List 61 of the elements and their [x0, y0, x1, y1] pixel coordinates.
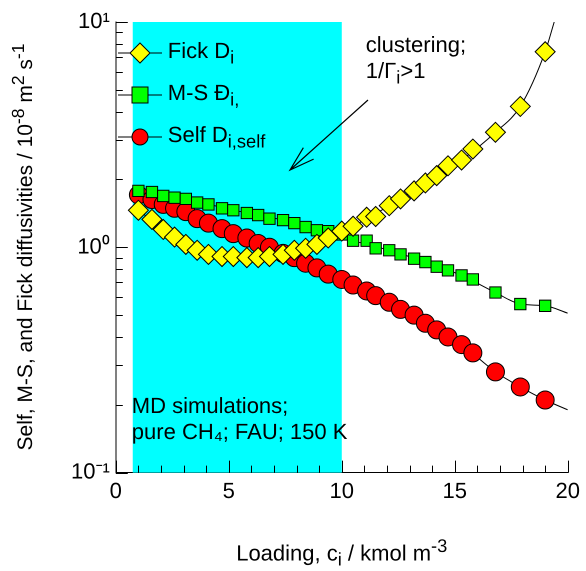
point: [451, 150, 472, 171]
x-tick-label: 5: [222, 478, 235, 503]
point: [404, 180, 425, 202]
point: [534, 41, 556, 62]
point: [288, 216, 300, 230]
point: [299, 220, 312, 234]
point: [510, 377, 530, 396]
x-tick-label: 0: [110, 478, 122, 503]
point: [263, 212, 276, 225]
point: [180, 192, 192, 206]
point: [442, 264, 454, 277]
point: [437, 155, 458, 176]
legend-label: Self D$_{i,self}$: [168, 122, 266, 152]
point: [240, 206, 254, 220]
annotation: clustering; 1/Γ$_{i}$>1: [366, 32, 466, 90]
point: [414, 172, 436, 194]
x-tick-label: 20: [556, 478, 580, 503]
point: [430, 260, 443, 273]
point: [539, 300, 552, 312]
point: [190, 196, 204, 209]
point: [227, 204, 240, 216]
point: [408, 252, 420, 265]
point: [455, 269, 468, 282]
legend-label: M-S Đ$_{i,}$: [168, 80, 240, 110]
point: [394, 248, 407, 261]
point: [486, 362, 505, 382]
point: [342, 216, 364, 237]
point: [390, 188, 412, 210]
point: [128, 200, 149, 221]
point: [365, 206, 386, 227]
y-tick-label: 10⁻¹: [71, 458, 110, 484]
point: [168, 192, 181, 204]
point: [466, 273, 480, 286]
point: [514, 298, 526, 310]
point: [216, 202, 228, 214]
x-tick-label: 10: [330, 478, 354, 503]
point: [164, 226, 186, 248]
y-tick-label: 10¹: [78, 8, 110, 34]
point: [484, 122, 506, 143]
point: [463, 343, 482, 362]
point: [462, 138, 484, 160]
point: [370, 242, 382, 254]
point: [489, 286, 502, 299]
x-axis-title: Loading, c$_{i}$ / kmol m$^{-3}$: [235, 534, 448, 571]
point: [438, 327, 458, 346]
point: [146, 186, 158, 198]
point: [426, 165, 448, 186]
point: [157, 190, 170, 202]
x-tick-label: 15: [442, 478, 468, 503]
point: [510, 96, 531, 117]
legend-label: Fick D$_{i}$: [168, 38, 234, 68]
point: [276, 214, 290, 226]
point: [383, 244, 396, 256]
point: [346, 234, 360, 247]
point: [202, 198, 215, 211]
point: [536, 390, 555, 410]
point: [141, 208, 162, 230]
y-tick-label: 10⁰: [77, 233, 110, 258]
point: [318, 227, 339, 248]
point: [419, 256, 432, 268]
point: [252, 208, 264, 222]
